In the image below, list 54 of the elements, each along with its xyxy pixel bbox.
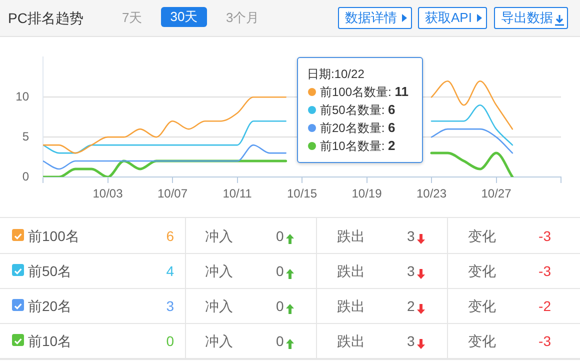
legend-label: 前20名 xyxy=(28,298,72,314)
text: 3 xyxy=(407,333,415,349)
text: -3 xyxy=(538,333,551,349)
annotation: 前50名数量: 6 xyxy=(320,102,396,117)
text: 30天 xyxy=(161,7,207,27)
text: 0 xyxy=(276,228,284,244)
text: 冲入 xyxy=(205,298,233,314)
legend-label: 前50名 xyxy=(28,263,72,279)
text: 数据详情 xyxy=(338,7,412,29)
y-tick-label: 0 xyxy=(22,169,30,184)
text: 变化 xyxy=(468,298,496,314)
y-tick-label: 5 xyxy=(22,129,30,144)
text: 7天 xyxy=(122,10,142,26)
text: 0 xyxy=(276,298,284,314)
y-tick-label: 10 xyxy=(16,89,30,104)
text: 冲入 xyxy=(205,228,233,244)
text: 冲入 xyxy=(205,333,233,349)
text: 3 xyxy=(407,263,415,279)
text: 跌出 xyxy=(337,228,365,244)
text: 变化 xyxy=(468,228,496,244)
text: 变化 xyxy=(468,333,496,349)
text: 3 xyxy=(407,228,415,244)
text: 获取API xyxy=(418,7,487,29)
text: 0 xyxy=(166,333,174,349)
text: 0 xyxy=(276,333,284,349)
text: 3 xyxy=(166,298,174,314)
text: 跌出 xyxy=(337,263,365,279)
x-tick-label: 10/15 xyxy=(286,186,318,201)
x-tick-label: 10/23 xyxy=(416,186,447,201)
text: 6 xyxy=(166,228,174,244)
text: 变化 xyxy=(468,263,496,279)
text: -3 xyxy=(538,263,551,279)
legend-label: 前10名 xyxy=(28,333,72,349)
x-tick-label: 10/07 xyxy=(157,186,188,201)
text: -2 xyxy=(538,298,551,314)
text: 4 xyxy=(166,263,174,279)
text: 跌出 xyxy=(337,298,365,314)
x-tick-label: 10/27 xyxy=(481,186,512,201)
annotation: 前10名数量: 2 xyxy=(320,138,396,153)
annotation: 日期:10/22 xyxy=(307,66,364,82)
x-tick-label: 10/19 xyxy=(352,186,382,201)
legend-label: 前100名 xyxy=(28,228,80,244)
x-tick-label: 10/11 xyxy=(222,186,252,201)
annotation: 前100名数量: 11 xyxy=(320,84,408,99)
chart-title: PC排名趋势 xyxy=(8,10,84,26)
text: -3 xyxy=(538,228,551,244)
text: 0 xyxy=(276,263,284,279)
x-tick-label: 10/03 xyxy=(92,186,124,201)
text: 2 xyxy=(407,298,415,314)
text: 跌出 xyxy=(337,333,365,349)
text: 3个月 xyxy=(226,10,260,26)
text: 导出数据 xyxy=(494,7,568,29)
text: 冲入 xyxy=(205,263,233,279)
annotation: 前20名数量: 6 xyxy=(320,120,396,135)
